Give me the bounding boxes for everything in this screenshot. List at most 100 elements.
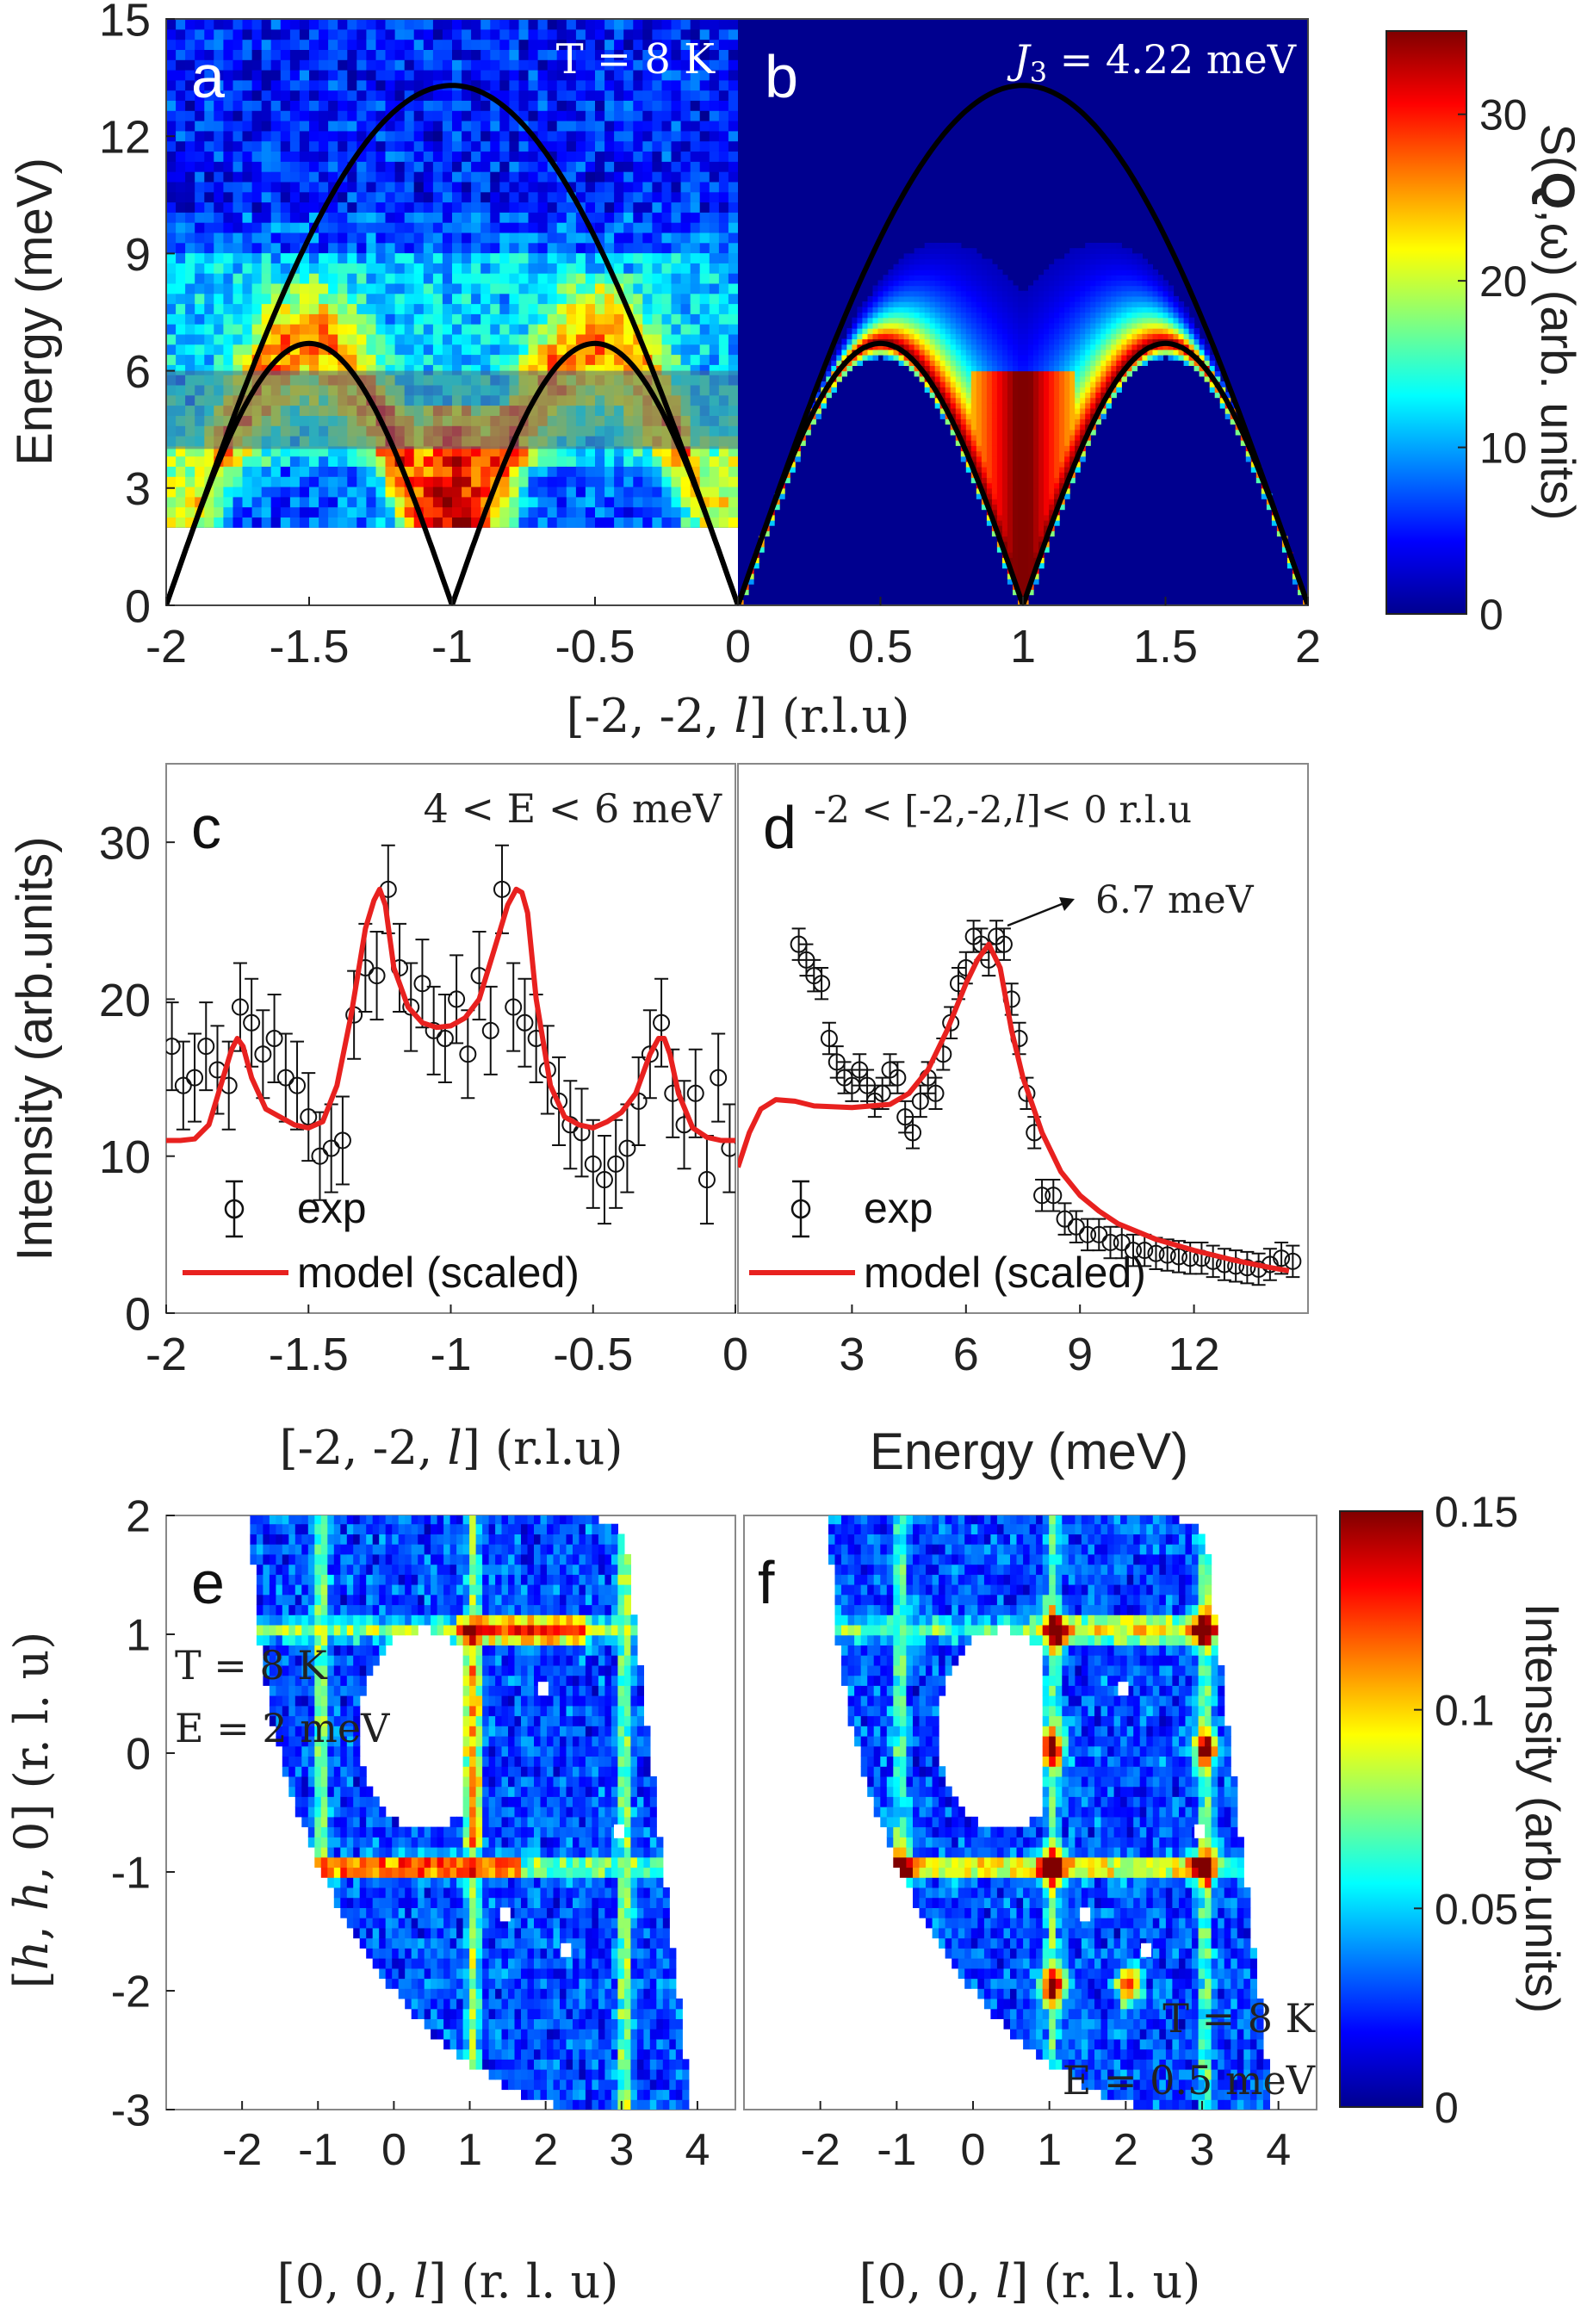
heatmap-cell [375,49,387,60]
heatmap-cell [375,171,387,183]
sim-cell [1075,360,1081,366]
heatmap-cell [652,70,663,81]
heatmap-cell [575,212,586,223]
heatmap-cell [623,49,634,60]
sim-cell [1007,387,1014,393]
heatmap-cell [471,354,481,365]
sim-cell [846,349,852,356]
heatmap-cell [699,242,710,254]
sim-cell [1085,263,1091,270]
sim-cell [1116,333,1122,340]
sim-cell [950,280,957,287]
heatmap-cell [309,181,319,193]
sim-cell [862,349,868,356]
sim-cell [1100,295,1107,302]
sim-cell [996,467,1003,473]
heatmap-cell [699,100,710,111]
heatmap-cell [270,19,282,30]
sim-cell [903,263,910,270]
sim-cell [1064,322,1070,329]
heatmap-cell [185,242,195,254]
sim-cell [929,322,936,329]
heatmap-cell [661,324,673,335]
sim-cell [996,440,1003,446]
sim-cell [960,349,967,356]
sim-cell [914,253,921,260]
heatmap-cell [718,59,729,71]
heatmap-cell [642,263,653,274]
heatmap-cell [499,28,510,40]
heatmap-cell [680,110,691,121]
sim-cell [1044,514,1050,521]
heatmap-cell [547,70,558,81]
sim-cell [1049,381,1055,387]
sim-cell [924,263,931,270]
sim-cell [1054,338,1060,345]
sim-cell [1116,275,1122,281]
sim-cell [1044,407,1050,414]
sim-cell [1023,312,1029,319]
sim-cell [1038,365,1045,372]
sim-cell [976,275,983,281]
sim-cell [1075,258,1081,265]
heatmap-cell [423,466,434,477]
sim-cell [1069,375,1076,382]
heatmap-cell [394,201,406,213]
heatmap-cell [185,191,195,203]
sim-cell [893,338,900,345]
heatmap-cell [490,59,500,71]
heatmap-cell [423,70,434,81]
sim-cell [1095,253,1101,260]
heatmap-cell [661,19,673,30]
sim-cell [1033,504,1039,511]
sim-cell [996,434,1003,441]
sim-cell [877,349,884,356]
sim-cell [986,487,993,494]
sim-cell [1049,333,1055,340]
heatmap-cell [699,110,710,121]
heatmap-cell [452,324,462,335]
heatmap-cell [499,121,510,132]
heatmap-cell [718,130,729,142]
heatmap-cell [232,161,244,172]
sim-cell [939,317,946,324]
heatmap-cell [289,466,301,477]
sim-cell [883,280,890,287]
sim-cell [970,275,977,281]
heatmap-cell [261,496,272,508]
heatmap-cell [452,100,462,111]
heatmap-cell [718,273,729,284]
heatmap-cell [709,242,720,254]
sim-cell [1090,402,1096,409]
sim-cell [898,270,905,276]
sim-cell [996,381,1003,387]
sim-cell [934,248,941,254]
heatmap-cell [214,293,224,305]
sim-cell [898,285,905,292]
heatmap-cell [575,517,586,528]
heatmap-cell [556,263,567,274]
sim-cell [1069,397,1076,404]
heatmap-cell [223,303,234,314]
heatmap-cell [166,110,177,121]
sim-cell [862,333,868,340]
heatmap-cell [404,333,415,345]
heatmap-cell [328,324,338,335]
heatmap-cell [204,282,214,294]
heatmap-cell [452,39,462,50]
sim-cell [1007,504,1014,511]
heatmap-cell [338,445,348,457]
heatmap-cell [242,130,253,142]
heatmap-cell [585,242,596,254]
sim-cell [1075,338,1081,345]
heatmap-cell [699,456,710,467]
sim-cell [981,392,988,399]
sim-cell [846,365,852,372]
heatmap-cell [633,303,643,314]
heatmap-cell [623,191,634,203]
heatmap-cell [394,222,406,233]
heatmap-cell [480,445,491,457]
heatmap-cell [289,313,301,325]
heatmap-cell [261,506,272,517]
sim-cell [1106,263,1112,270]
